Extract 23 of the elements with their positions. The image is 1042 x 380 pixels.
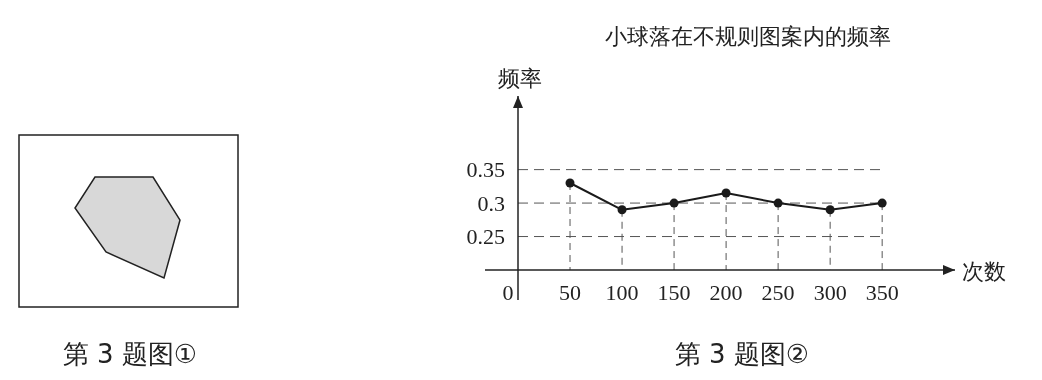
point — [617, 205, 627, 215]
y-axis-title: 频率 — [498, 66, 542, 91]
x-tick-label: 200 — [709, 280, 743, 305]
point — [825, 205, 835, 215]
point — [721, 188, 731, 198]
point — [877, 198, 887, 208]
y-tick-label: 0.35 — [466, 157, 505, 183]
point — [565, 178, 575, 188]
point — [773, 198, 783, 208]
y-tick-label: 0.25 — [466, 224, 505, 250]
y-tick-label: 0.3 — [477, 190, 505, 216]
x-tick-label: 100 — [605, 280, 639, 305]
chart-title: 小球落在不规则图案内的频率 — [605, 24, 891, 49]
text: 第 3 题图② — [674, 339, 810, 369]
x-tick-label: 50 — [559, 280, 582, 305]
x-tick-label: 250 — [761, 280, 795, 305]
x-axis-title: 次数 — [962, 259, 1006, 284]
text: 第 3 题图① — [62, 339, 198, 369]
x-tick-label: 350 — [865, 280, 899, 305]
x-tick-label: 150 — [657, 280, 691, 305]
x-tick-label: 300 — [813, 280, 847, 305]
x-tick-label: 0 — [502, 280, 514, 305]
point — [669, 198, 679, 208]
